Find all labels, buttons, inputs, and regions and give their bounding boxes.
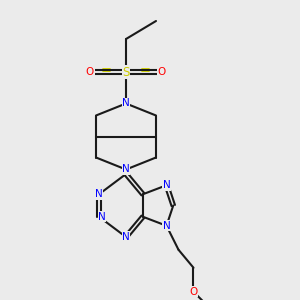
Text: N: N	[122, 98, 130, 109]
Text: =: =	[101, 64, 112, 77]
Text: O: O	[158, 67, 166, 77]
Text: S: S	[122, 65, 130, 79]
Text: O: O	[86, 67, 94, 77]
Text: O: O	[189, 287, 198, 297]
Text: N: N	[163, 180, 170, 190]
Text: O: O	[158, 67, 166, 77]
Text: N: N	[95, 189, 103, 199]
Text: S: S	[122, 65, 130, 79]
Text: O: O	[86, 67, 94, 77]
Text: N: N	[122, 164, 130, 175]
Text: N: N	[122, 232, 130, 242]
Text: N: N	[163, 221, 170, 231]
Text: =: =	[140, 64, 151, 77]
Text: N: N	[98, 212, 106, 222]
